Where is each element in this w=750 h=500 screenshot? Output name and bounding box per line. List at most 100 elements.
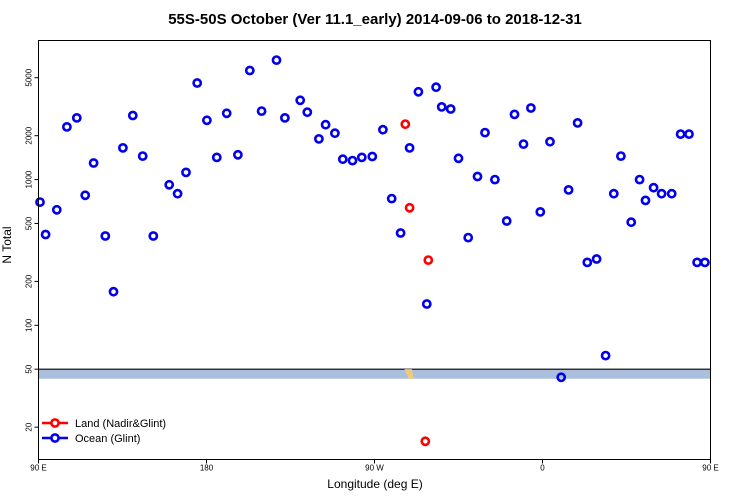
series-land bbox=[400, 119, 434, 447]
data-point bbox=[118, 142, 128, 153]
y-tick-label: 100 bbox=[25, 318, 34, 332]
data-point bbox=[582, 257, 593, 268]
data-point bbox=[192, 78, 203, 88]
series-ocean bbox=[35, 55, 710, 383]
data-point bbox=[509, 109, 520, 120]
data-point bbox=[100, 231, 111, 241]
map-land-patch bbox=[404, 369, 414, 379]
data-point bbox=[572, 118, 583, 128]
x-tick-label: 90 E bbox=[702, 464, 718, 473]
legend-label: Land (Nadir&Glint) bbox=[75, 418, 166, 430]
data-point bbox=[640, 195, 651, 206]
y-tick-label: 50 bbox=[25, 364, 34, 373]
data-point bbox=[108, 286, 119, 297]
data-point bbox=[453, 153, 464, 164]
x-tick-label: 90 E bbox=[30, 464, 46, 473]
data-point bbox=[127, 110, 138, 121]
y-tick-label: 5000 bbox=[25, 68, 34, 86]
data-point bbox=[271, 55, 282, 65]
data-point bbox=[423, 255, 434, 265]
data-point bbox=[302, 107, 313, 118]
chart-title: 55S-50S October (Ver 11.1_early) 2014-09… bbox=[168, 11, 582, 28]
legend-label: Ocean (Glint) bbox=[75, 433, 140, 445]
y-tick-label: 500 bbox=[25, 216, 34, 230]
data-point bbox=[684, 129, 694, 139]
x-axis-label: Longitude (deg E) bbox=[327, 477, 422, 491]
data-point bbox=[400, 119, 411, 130]
data-point bbox=[62, 122, 72, 132]
data-point bbox=[489, 174, 500, 185]
data-point bbox=[395, 228, 406, 238]
data-point bbox=[347, 155, 358, 166]
data-point bbox=[164, 179, 175, 190]
data-point bbox=[436, 102, 447, 112]
y-tick-label: 2000 bbox=[25, 126, 34, 144]
y-axis-label: N Total bbox=[0, 226, 14, 263]
data-point bbox=[329, 128, 340, 139]
data-point bbox=[404, 142, 415, 153]
data-point bbox=[626, 217, 637, 228]
data-point bbox=[421, 299, 432, 309]
data-point bbox=[480, 127, 490, 138]
data-point bbox=[51, 204, 62, 215]
data-point bbox=[35, 197, 45, 207]
data-point bbox=[356, 152, 367, 163]
y-tick-label: 20 bbox=[25, 422, 34, 431]
data-point bbox=[148, 231, 159, 241]
legend: Land (Nadir&Glint) Ocean (Glint) bbox=[42, 418, 166, 445]
data-point bbox=[337, 154, 348, 165]
data-point bbox=[313, 133, 324, 144]
data-point bbox=[420, 436, 431, 447]
data-point bbox=[404, 202, 415, 213]
data-point bbox=[545, 136, 555, 147]
data-point bbox=[244, 65, 255, 76]
legend-marker bbox=[50, 433, 60, 443]
data-point bbox=[181, 167, 191, 178]
data-point bbox=[386, 193, 397, 204]
points-layer bbox=[35, 55, 710, 447]
data-point bbox=[320, 119, 331, 130]
data-point bbox=[648, 182, 659, 193]
x-tick-label: 0 bbox=[540, 464, 545, 473]
data-point bbox=[700, 257, 710, 268]
y-axis: 20 50 100 200 500 1000 2000 5000 bbox=[25, 68, 39, 432]
data-point bbox=[221, 108, 232, 119]
data-point bbox=[616, 151, 626, 161]
x-tick-label: 180 bbox=[200, 464, 214, 473]
data-point bbox=[256, 106, 267, 116]
data-point bbox=[666, 188, 677, 199]
data-point bbox=[591, 254, 602, 264]
data-point bbox=[656, 188, 667, 199]
data-point bbox=[445, 104, 456, 114]
y-tick-label: 200 bbox=[25, 274, 34, 288]
data-point bbox=[526, 103, 536, 113]
data-point bbox=[501, 216, 512, 226]
data-point bbox=[413, 86, 424, 97]
map-band bbox=[38, 368, 711, 379]
data-point bbox=[535, 206, 546, 217]
data-point bbox=[279, 113, 290, 123]
data-point bbox=[472, 171, 483, 182]
data-point bbox=[563, 184, 574, 195]
data-point bbox=[201, 115, 212, 126]
data-point bbox=[137, 151, 148, 161]
legend-item-ocean: Ocean (Glint) bbox=[42, 433, 140, 445]
data-point bbox=[600, 350, 611, 361]
data-point bbox=[295, 95, 306, 106]
x-axis: 90 E 180 90 W 0 90 E bbox=[30, 459, 719, 473]
data-point bbox=[211, 152, 222, 163]
data-point bbox=[232, 149, 243, 160]
data-point bbox=[172, 188, 183, 199]
legend-marker bbox=[50, 418, 60, 428]
data-point bbox=[367, 151, 378, 162]
data-point bbox=[556, 372, 567, 383]
data-point bbox=[80, 190, 91, 201]
legend-item-land: Land (Nadir&Glint) bbox=[42, 418, 166, 430]
data-point bbox=[518, 139, 529, 149]
data-point bbox=[88, 158, 99, 168]
data-point bbox=[634, 174, 645, 185]
data-point bbox=[431, 82, 441, 93]
data-point bbox=[608, 188, 619, 199]
